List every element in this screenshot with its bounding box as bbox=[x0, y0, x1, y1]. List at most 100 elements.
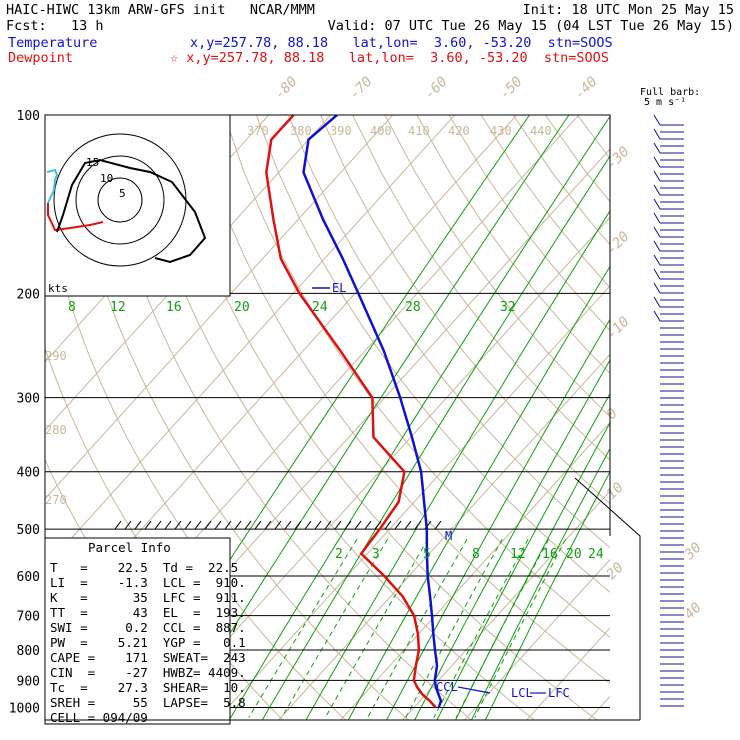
ccl-marker bbox=[457, 686, 491, 694]
isotherm-line bbox=[45, 115, 456, 569]
mixing-ratio-label: 20 bbox=[566, 547, 582, 562]
mixing-ratio-label: 20 bbox=[234, 300, 250, 315]
freezing-hatch bbox=[214, 520, 222, 530]
hodograph-ring-label: 10 bbox=[100, 172, 113, 185]
freezing-hatch bbox=[384, 520, 392, 530]
freezing-hatch bbox=[354, 520, 362, 530]
theta-label: 280 bbox=[45, 423, 67, 437]
parcel-info-row: SWI = 0.2 CCL = 887. bbox=[50, 620, 246, 635]
mixing-ratio-line bbox=[484, 470, 610, 720]
theta-label: 430 bbox=[490, 124, 512, 138]
isobar-label: 700 bbox=[17, 610, 40, 625]
mixing-ratio-line bbox=[386, 318, 610, 720]
dry-adiabat-line bbox=[95, 115, 472, 720]
wind-barb bbox=[653, 114, 661, 126]
mixing-ratio-label: 12 bbox=[110, 300, 126, 315]
freezing-hatch bbox=[324, 520, 332, 530]
theta-label: 410 bbox=[408, 124, 430, 138]
isobar-label: 200 bbox=[17, 287, 40, 302]
isotherm-line bbox=[45, 115, 394, 500]
dry-adiabat-line bbox=[159, 115, 598, 720]
freezing-hatch bbox=[144, 520, 152, 530]
isotherm-label: -60 bbox=[422, 74, 451, 103]
moist-adiabat-line bbox=[281, 538, 389, 718]
freezing-hatch bbox=[394, 520, 402, 530]
moist-adiabat-line bbox=[367, 538, 468, 718]
freezing-hatch bbox=[334, 520, 342, 530]
mixing-ratio-line bbox=[305, 209, 610, 720]
parcel-info-row: Tc = 27.3 SHEAR= 10. bbox=[50, 680, 246, 695]
wind-barbs bbox=[653, 114, 684, 707]
model-title: HAIC-HIWC 13km ARW-GFS init NCAR/MMM bbox=[6, 2, 315, 18]
wind-barb bbox=[653, 240, 661, 252]
isotherm-line bbox=[464, 558, 610, 720]
plot-frame bbox=[45, 114, 611, 536]
temperature-location-info: x,y=257.78, 88.18 lat,lon= 3.60, -53.20 … bbox=[190, 35, 613, 51]
init-time: Init: 18 UTC Mon 25 May 15 bbox=[522, 2, 734, 18]
freezing-hatch bbox=[244, 520, 252, 530]
isotherm-line bbox=[45, 115, 332, 432]
freezing-hatch bbox=[134, 520, 142, 530]
hodograph-ring-label: 5 bbox=[119, 187, 126, 200]
theta-label: 390 bbox=[330, 124, 352, 138]
dry-adiabat-line bbox=[576, 115, 610, 160]
mixing-ratio-label: 28 bbox=[405, 300, 421, 315]
isotherm-label: -10 bbox=[604, 314, 633, 343]
barb-legend-unit: 5 m s⁻¹ bbox=[644, 97, 686, 108]
wind-barb bbox=[653, 142, 661, 154]
freezing-hatch bbox=[204, 520, 212, 530]
isobar-label: 100 bbox=[17, 109, 40, 124]
dry-adiabat-line bbox=[448, 115, 610, 332]
hodograph-trace-upper bbox=[46, 168, 59, 204]
isotherm-label: -70 bbox=[347, 74, 376, 103]
freezing-hatch bbox=[294, 520, 302, 530]
wind-barb bbox=[653, 170, 661, 182]
hodograph-ring-10 bbox=[75, 155, 165, 245]
isotherm-label: -40 bbox=[572, 74, 601, 103]
isotherm-label: -20 bbox=[604, 229, 633, 258]
theta-label: 290 bbox=[45, 349, 67, 363]
mixing-ratio-label: 24 bbox=[312, 300, 328, 315]
freezing-hatch bbox=[424, 520, 432, 530]
dry-adiabat-line bbox=[191, 115, 610, 684]
moist-adiabat-line bbox=[455, 538, 550, 718]
dry-adiabat-line bbox=[416, 115, 610, 375]
wind-barb bbox=[653, 254, 661, 266]
parcel-info-row: K = 35 LFC = 911. bbox=[50, 590, 246, 605]
mixing-ratio-label: 8 bbox=[472, 547, 480, 562]
lfc-label: LFC bbox=[548, 686, 570, 700]
parcel-info-title: Parcel Info bbox=[88, 540, 171, 555]
dry-adiabat-line bbox=[352, 115, 610, 461]
isobar-label: 300 bbox=[17, 392, 40, 407]
dewpoint-trace bbox=[265, 115, 437, 709]
forecast-hour: Fcst: 13 h bbox=[6, 18, 104, 34]
freezing-hatch bbox=[184, 520, 192, 530]
theta-label: 270 bbox=[45, 493, 67, 507]
freezing-hatch bbox=[364, 520, 372, 530]
isobar-label: 600 bbox=[17, 570, 40, 585]
freezing-hatch bbox=[124, 520, 132, 530]
hodograph-trace-lower bbox=[47, 203, 104, 232]
hodograph: 5 10 15 kts bbox=[44, 114, 231, 297]
freezing-hatch bbox=[284, 520, 292, 530]
freezing-hatch bbox=[254, 520, 262, 530]
freezing-hatch bbox=[114, 520, 122, 530]
mixing-ratio-line bbox=[455, 421, 610, 720]
mixing-ratio-line bbox=[436, 392, 610, 720]
legend-temperature: Temperature bbox=[8, 35, 98, 51]
isobar-label: 800 bbox=[17, 644, 40, 659]
mixing-ratio-label: 24 bbox=[588, 547, 604, 562]
parcel-info-frame bbox=[44, 537, 231, 725]
mixing-ratio-label: 2 bbox=[335, 547, 343, 562]
hodograph-ring-label: 15 bbox=[86, 156, 99, 169]
hodograph-ring-5 bbox=[97, 177, 143, 223]
wind-barb bbox=[653, 184, 661, 196]
parcel-info-panel: Parcel Info T = 22.5 Td = 22.5LI = -1.3 … bbox=[44, 537, 246, 725]
mixing-ratio-line bbox=[261, 155, 610, 720]
freezing-hatch bbox=[274, 520, 282, 530]
isotherm-label: 10 bbox=[604, 480, 627, 503]
freezing-hatch bbox=[434, 520, 442, 530]
isobar-label: 1000 bbox=[9, 701, 40, 716]
theta-label: 420 bbox=[448, 124, 470, 138]
